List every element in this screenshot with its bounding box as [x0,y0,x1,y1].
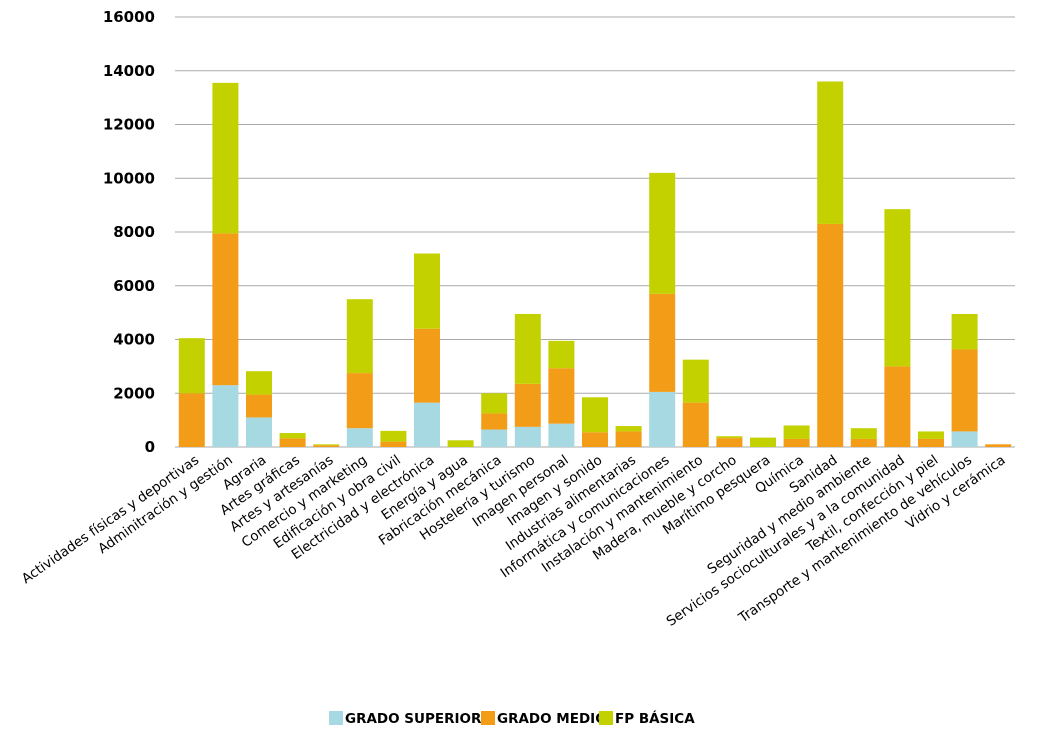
bar-segment [514,426,541,447]
bar-segment [951,313,978,350]
bar-segment [346,299,373,374]
bar-segment [682,402,709,447]
legend-swatch [599,711,613,725]
bar-segment [380,441,407,447]
bar-segment [750,437,776,447]
legend: GRADO SUPERIOR GRADO MEDIO FP BÁSICA [329,710,695,727]
legend-swatch [329,711,343,725]
bar-segment [414,328,440,403]
bar-segment [246,371,272,395]
bar-segment [716,436,743,439]
bar-segment [313,445,340,447]
bar-segment [649,391,676,447]
bar-segment [178,338,205,394]
bar-segment [548,423,575,447]
bar-segment [918,431,944,439]
bar-segment [985,444,1012,447]
bar-segment [313,444,340,446]
bar-segment [951,349,978,432]
bar-segment [279,433,306,439]
bar-segment [447,440,474,447]
bar-segment [178,393,205,447]
legend-label: GRADO MEDIO [497,711,607,727]
bar-segment [346,428,373,447]
bar-segment [246,394,272,418]
gridlines [175,16,1015,448]
bar-segment [918,438,944,447]
bar-segment [951,431,978,447]
bar-segment [615,431,642,447]
bar-segment [850,428,877,439]
bar-segment [212,82,239,234]
bar-segment [817,81,844,224]
bar-segment [481,393,508,414]
y-tick-label: 12000 [103,116,155,134]
legend-label: GRADO SUPERIOR [345,711,482,727]
x-category-label: Actividades físicas y deportivas [19,452,202,587]
y-tick-label: 0 [145,438,155,456]
bar-segment [649,293,676,392]
bar-segment [783,425,810,439]
bar-segment [582,432,608,447]
bar-segment [884,209,911,367]
bar-segment [615,426,642,432]
bar-segment [481,429,508,447]
legend-swatch [481,711,495,725]
bar-segment [514,313,541,384]
bar-segment [649,172,676,294]
y-tick-label: 6000 [113,277,155,295]
bar-segment [682,359,709,403]
y-tick-label: 4000 [113,331,155,349]
bar-segment [380,430,407,442]
bar-segment [212,385,239,447]
y-tick-label: 16000 [103,8,155,26]
bar-segment [414,253,440,329]
bar-segment [414,402,440,447]
x-axis-labels: Actividades físicas y deportivasAdminitr… [19,452,1009,630]
bar-segment [548,340,575,369]
bar-segment [884,366,911,447]
y-tick-label: 2000 [113,384,155,402]
bar-segment [548,368,575,424]
bars [178,81,1012,447]
y-tick-label: 8000 [113,223,155,241]
bar-segment [346,373,373,429]
y-axis-ticks: 0 2000 4000 6000 8000 10000 12000 14000 16000 [103,8,155,456]
bar-segment [582,397,608,433]
bar-segment [817,223,844,447]
bar-segment [481,413,508,430]
y-tick-label: 14000 [103,62,155,80]
bar-segment [850,438,877,447]
legend-label: FP BÁSICA [615,710,695,727]
bar-segment [783,438,810,447]
bar-segment [279,438,306,447]
y-tick-label: 10000 [103,169,155,187]
bar-segment [246,417,272,447]
bar-segment [514,383,541,427]
bar-segment [716,438,743,447]
bar-segment [212,233,239,386]
